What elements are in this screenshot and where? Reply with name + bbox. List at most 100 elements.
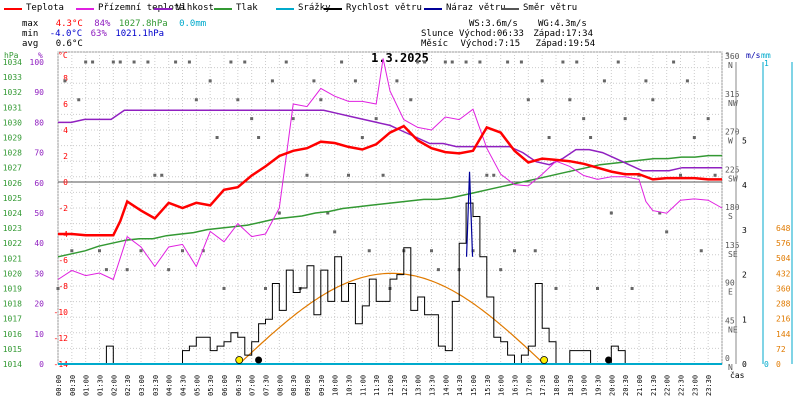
time-tick: 06:30	[235, 375, 243, 396]
time-tick: 08:00	[276, 375, 284, 396]
dir-tick-deg: 360	[725, 52, 740, 61]
time-tick: 04:00	[166, 375, 174, 396]
time-tick: 07:00	[249, 375, 257, 396]
wind-direction-mark	[478, 60, 482, 64]
ms-tick: 2	[742, 271, 747, 280]
pct-tick: 80	[34, 118, 44, 127]
wind-direction-mark	[118, 60, 122, 64]
wind-direction-mark	[125, 268, 129, 272]
wind-direction-mark	[236, 98, 240, 102]
pct-tick: 40	[34, 239, 44, 248]
time-tick: 13:00	[415, 375, 423, 396]
legend-swatch	[276, 8, 294, 10]
wind-direction-mark	[381, 173, 385, 177]
time-tick: 12:00	[387, 375, 395, 396]
wind-direction-mark	[98, 249, 101, 253]
time-tick: 06:00	[221, 375, 229, 396]
wind-direction-mark	[582, 117, 586, 121]
moon-rise: Východ:7:15	[460, 39, 521, 49]
pct-tick: 60	[34, 179, 44, 188]
wind-direction-mark	[181, 249, 184, 253]
legend-label: Teplota	[26, 3, 64, 13]
hpa-tick: 1016	[3, 330, 22, 339]
wind-direction-mark	[250, 117, 254, 121]
legend-swatch	[154, 8, 172, 10]
hpa-tick: 1027	[3, 164, 22, 173]
hpa-tick: 1021	[3, 254, 22, 263]
time-tick: 09:00	[304, 375, 312, 396]
legend-swatch	[76, 8, 94, 10]
time-tick: 20:00	[608, 375, 616, 396]
wind-direction-mark	[492, 173, 496, 177]
time-tick: 18:00	[553, 375, 561, 396]
pct-tick: 50	[34, 209, 44, 218]
wind-direction-mark	[174, 60, 178, 64]
time-tick: 05:30	[207, 375, 215, 396]
time-tick: 13:30	[429, 375, 437, 396]
time-tick: 20:30	[622, 375, 630, 396]
legend-swatch	[324, 8, 342, 10]
hpa-tick: 1034	[3, 58, 22, 67]
wind-direction-mark	[347, 173, 350, 177]
sun-set: Západ:17:34	[533, 29, 593, 39]
wind-direction-mark	[270, 79, 274, 83]
time-tick: 21:00	[636, 375, 644, 396]
stats-avg-temp: 0.6°C	[55, 39, 83, 49]
wind-direction-mark	[153, 173, 157, 177]
time-tick: 19:30	[595, 375, 603, 396]
wm2-tick: 144	[776, 330, 791, 339]
wind-direction-mark	[436, 268, 440, 272]
wind-direction-mark	[104, 268, 108, 272]
wind-direction-mark	[111, 60, 115, 64]
moon-set: Západ:19:54	[535, 39, 596, 49]
wind-direction-mark	[326, 211, 330, 215]
time-axis-label: čas	[730, 370, 745, 380]
mm-tick: 0	[764, 360, 769, 369]
mm-axis-label: mm	[761, 51, 771, 60]
stats-min-temp: -4.0°C	[49, 29, 83, 39]
sunset-marker	[540, 356, 549, 364]
wind-direction-mark	[499, 268, 503, 272]
time-tick: 01:00	[83, 375, 91, 396]
legend-label: Přízemní teplota	[98, 3, 185, 13]
wind-direction-mark	[284, 60, 288, 64]
humidity-line	[58, 109, 722, 172]
wind-speed-line	[58, 202, 722, 365]
wm2-tick: 360	[776, 284, 791, 293]
ms-tick: 5	[742, 137, 747, 146]
chart-title: 1.3.2025	[371, 51, 429, 65]
wm2-tick: 432	[776, 269, 791, 278]
pct-tick: 90	[34, 88, 44, 97]
pct-axis-label: %	[38, 51, 43, 60]
wind-direction-mark	[658, 211, 662, 215]
time-tick: 05:00	[193, 375, 201, 396]
hpa-tick: 1014	[3, 360, 22, 369]
solar-curve	[238, 272, 544, 365]
pct-tick: 10	[34, 330, 44, 339]
stats-moon-row: Měsíc Východ:7:15 Západ:19:54	[421, 39, 595, 49]
stats-min-label: min	[22, 29, 39, 39]
wind-direction-mark	[215, 136, 219, 139]
wind-direction-mark	[132, 60, 136, 64]
stats-min-row: min -4.0°C 63% 1021.1hPa	[22, 29, 164, 39]
pct-tick: 70	[34, 149, 44, 158]
time-tick: 16:00	[498, 375, 506, 396]
wind-direction-mark	[340, 60, 344, 64]
dir-tick-deg: 90	[725, 279, 735, 288]
dir-tick-label: N	[728, 61, 733, 70]
stats-max-temp: 4.3°C	[55, 19, 83, 29]
hpa-tick: 1032	[3, 88, 22, 97]
dir-tick-deg: 270	[725, 128, 740, 137]
wind-direction-mark	[554, 287, 558, 290]
legend-label: Náraz větru	[446, 3, 506, 13]
dir-axis-label: °	[725, 51, 730, 60]
wind-direction-mark	[561, 60, 565, 64]
wind-direction-mark	[568, 98, 572, 102]
wind-direction-mark	[443, 60, 447, 64]
legend-label: Srážky	[298, 3, 331, 13]
wind-direction-mark	[644, 79, 648, 83]
hpa-tick: 1025	[3, 194, 22, 203]
wind-direction-mark	[706, 117, 710, 121]
wind-direction-mark	[277, 211, 281, 215]
